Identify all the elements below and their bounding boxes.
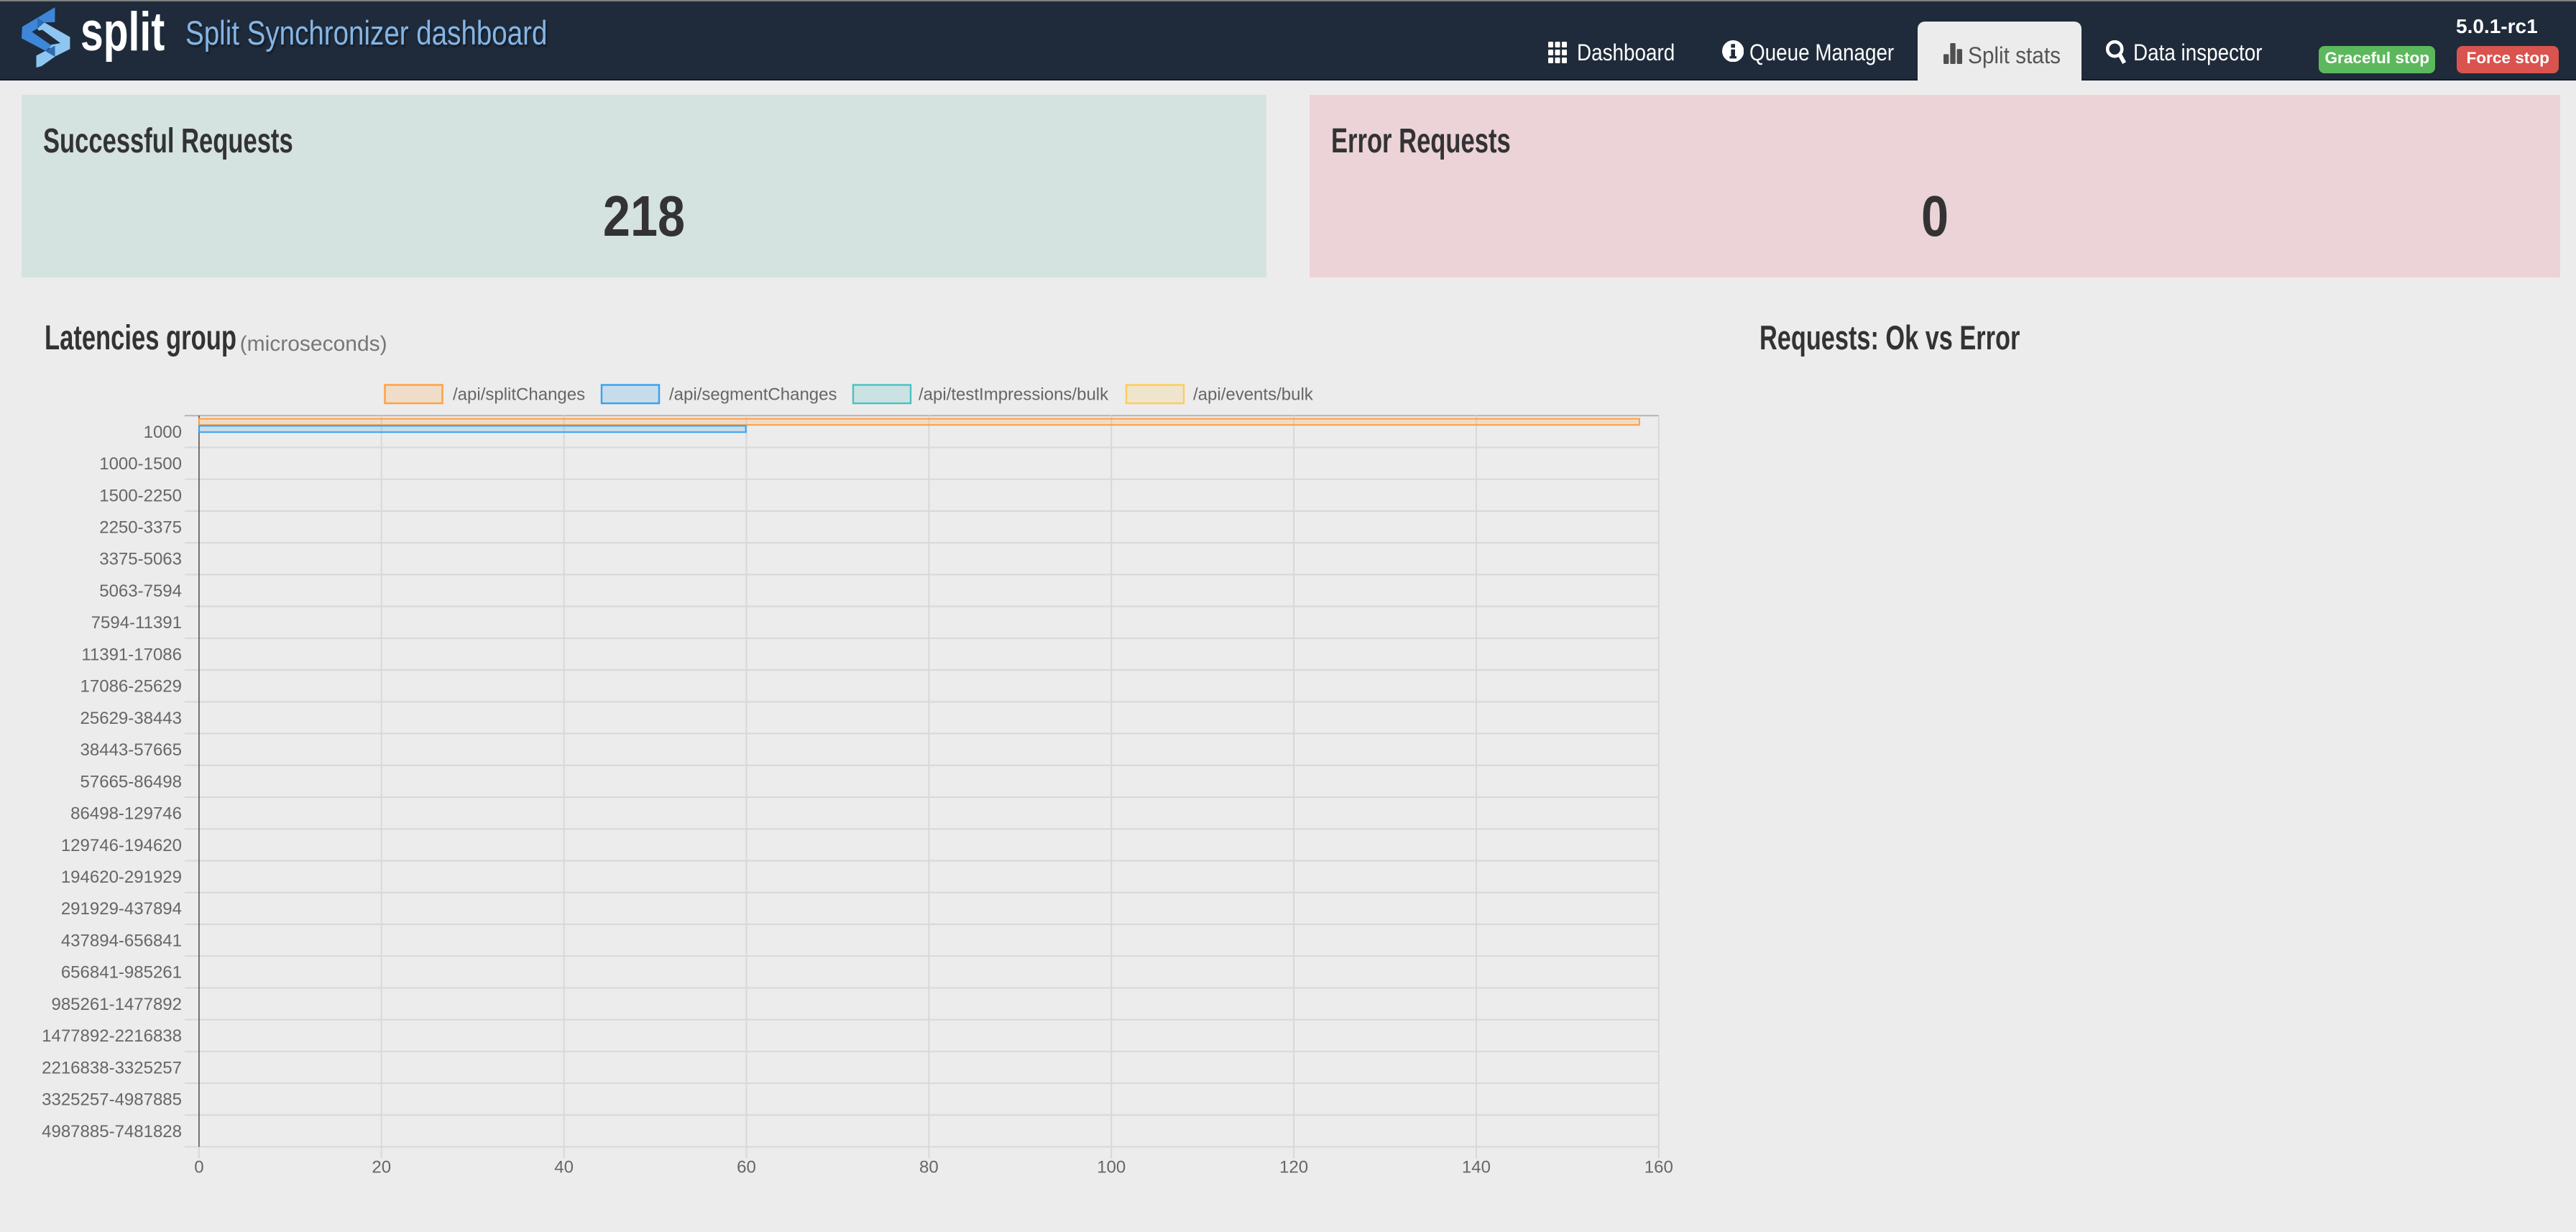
svg-text:3375-5063: 3375-5063: [99, 550, 182, 569]
svg-text:38443-57665: 38443-57665: [80, 740, 182, 760]
svg-text:2250-3375: 2250-3375: [99, 518, 182, 537]
svg-text:1500-2250: 1500-2250: [99, 486, 182, 505]
svg-text:2216838-3325257: 2216838-3325257: [42, 1058, 182, 1077]
svg-text:129746-194620: 129746-194620: [61, 836, 182, 855]
svg-text:17086-25629: 17086-25629: [80, 677, 182, 697]
svg-text:60: 60: [737, 1157, 756, 1177]
svg-text:1000: 1000: [144, 423, 182, 442]
svg-text:40: 40: [554, 1157, 574, 1177]
svg-text:4987885-7481828: 4987885-7481828: [42, 1122, 182, 1141]
svg-text:57665-86498: 57665-86498: [80, 772, 182, 791]
svg-text:291929-437894: 291929-437894: [61, 899, 182, 919]
svg-text:985261-1477892: 985261-1477892: [51, 995, 182, 1014]
svg-text:1477892-2216838: 1477892-2216838: [42, 1026, 182, 1046]
svg-text:656841-985261: 656841-985261: [61, 963, 182, 983]
svg-text:100: 100: [1097, 1157, 1126, 1177]
svg-text:25629-38443: 25629-38443: [80, 709, 182, 728]
svg-text:/api/events/bulk: /api/events/bulk: [1193, 385, 1314, 405]
svg-text:1000-1500: 1000-1500: [99, 454, 182, 474]
svg-text:/api/splitChanges: /api/splitChanges: [453, 385, 585, 405]
svg-text:7594-11391: 7594-11391: [91, 613, 182, 633]
svg-text:194620-291929: 194620-291929: [61, 868, 182, 887]
svg-text:120: 120: [1279, 1157, 1308, 1177]
svg-text:11391-17086: 11391-17086: [81, 645, 182, 664]
svg-text:3325257-4987885: 3325257-4987885: [42, 1090, 182, 1110]
svg-text:/api/segmentChanges: /api/segmentChanges: [669, 385, 837, 405]
svg-text:0: 0: [194, 1157, 203, 1177]
svg-text:5063-7594: 5063-7594: [99, 581, 182, 601]
svg-text:140: 140: [1462, 1157, 1491, 1177]
svg-text:160: 160: [1644, 1157, 1673, 1177]
svg-text:437894-656841: 437894-656841: [61, 931, 182, 950]
svg-text:80: 80: [919, 1157, 939, 1177]
svg-text:20: 20: [372, 1157, 391, 1177]
svg-text:86498-129746: 86498-129746: [70, 804, 182, 824]
svg-text:/api/testImpressions/bulk: /api/testImpressions/bulk: [919, 385, 1109, 405]
